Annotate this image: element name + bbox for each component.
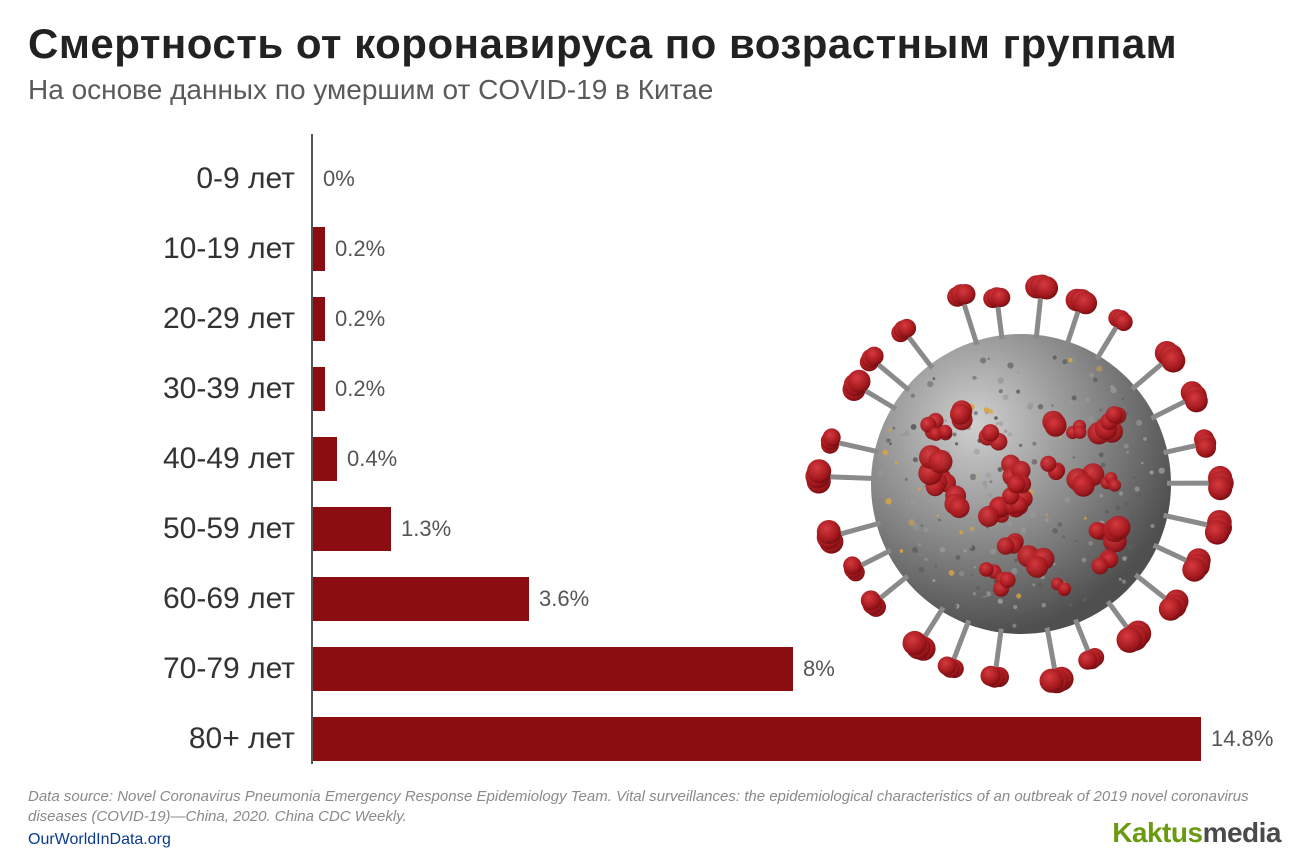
value-label: 0.2%	[335, 236, 385, 262]
kaktusmedia-logo: Kaktusmedia	[1112, 817, 1281, 849]
value-label: 0.2%	[335, 376, 385, 402]
value-label: 0.2%	[335, 306, 385, 332]
bar	[313, 227, 325, 271]
bar	[313, 507, 391, 551]
value-label: 1.3%	[401, 516, 451, 542]
category-label: 80+ лет	[28, 722, 303, 756]
category-label: 70-79 лет	[28, 652, 303, 686]
bar-row: 0-9 лет 0%	[28, 144, 1281, 214]
logo-part-2: media	[1203, 817, 1281, 848]
value-label: 3.6%	[539, 586, 589, 612]
page-title: Смертность от коронавируса по возрастным…	[28, 20, 1281, 68]
bar	[313, 367, 325, 411]
bar-wrap: 1.3%	[313, 507, 451, 551]
category-label: 0-9 лет	[28, 162, 303, 196]
bar	[313, 577, 529, 621]
category-label: 30-39 лет	[28, 372, 303, 406]
virus-icon	[801, 264, 1241, 704]
bar-wrap: 0.2%	[313, 297, 385, 341]
bar	[313, 297, 325, 341]
bar	[313, 437, 337, 481]
bar-wrap: 0%	[313, 157, 355, 201]
bar-wrap: 8%	[313, 647, 835, 691]
infographic-page: Смертность от коронавируса по возрастным…	[0, 0, 1309, 861]
value-label: 14.8%	[1211, 726, 1273, 752]
category-label: 40-49 лет	[28, 442, 303, 476]
category-label: 10-19 лет	[28, 232, 303, 266]
footer: Data source: Novel Coronavirus Pneumonia…	[28, 787, 1281, 850]
chart-area: 0-9 лет 0% 10-19 лет 0.2% 20-29 лет 0.2% 30-39…	[28, 134, 1281, 774]
category-label: 50-59 лет	[28, 512, 303, 546]
bar-wrap: 14.8%	[313, 717, 1273, 761]
owid-credit: OurWorldInData.org	[28, 831, 1281, 849]
bar-wrap: 0.4%	[313, 437, 397, 481]
page-subtitle: На основе данных по умершим от COVID-19 …	[28, 74, 1281, 106]
value-label: 0.4%	[347, 446, 397, 472]
category-label: 20-29 лет	[28, 302, 303, 336]
bar-wrap: 3.6%	[313, 577, 589, 621]
logo-part-1: Kaktus	[1112, 817, 1202, 848]
bar	[313, 647, 793, 691]
value-label: 0%	[323, 166, 355, 192]
category-label: 60-69 лет	[28, 582, 303, 616]
bar-wrap: 0.2%	[313, 227, 385, 271]
bar	[313, 717, 1201, 761]
data-source-text: Data source: Novel Coronavirus Pneumonia…	[28, 787, 1281, 828]
bar-row: 80+ лет 14.8%	[28, 704, 1281, 774]
coronavirus-illustration	[801, 264, 1241, 704]
bar-wrap: 0.2%	[313, 367, 385, 411]
